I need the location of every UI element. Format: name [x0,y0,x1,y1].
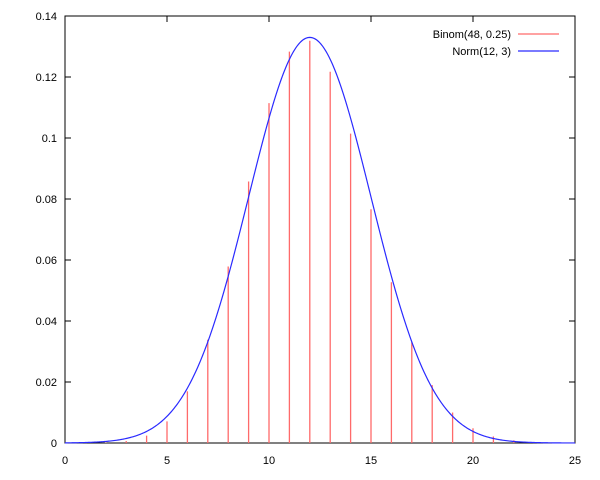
x-tick-label: 20 [467,455,479,467]
legend-label: Norm(12, 3) [452,46,511,58]
norm-curve [64,36,576,444]
x-tick-label: 25 [569,455,581,467]
plot-frame [64,15,576,444]
y-tick-label: 0.1 [42,133,57,145]
y-tick-label: 0.08 [36,194,57,206]
x-tick-label: 5 [164,455,170,467]
x-tick-label: 15 [365,455,377,467]
x-tick-label: 0 [62,455,68,467]
y-tick-label: 0.04 [36,316,57,328]
y-tick-label: 0.12 [36,72,57,84]
y-tick-label: 0.02 [36,377,57,389]
y-tick-label: 0 [51,438,57,450]
legend-label: Binom(48, 0.25) [433,29,511,41]
y-tick-label: 0.06 [36,255,57,267]
x-tick-label: 10 [263,455,275,467]
y-tick-label: 0.14 [36,11,57,23]
